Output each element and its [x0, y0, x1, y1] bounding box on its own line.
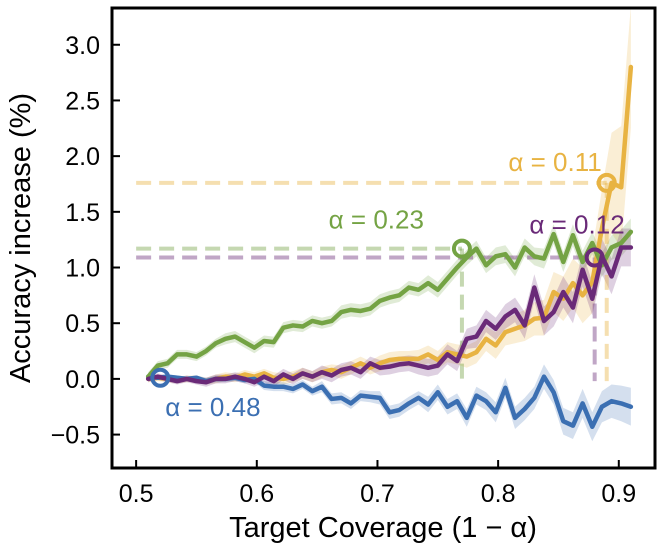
y-tick-label: 3.0 — [65, 32, 100, 60]
band-series-2 — [148, 364, 631, 442]
marker-circle-3 — [584, 247, 605, 268]
y-tick-label: 2.5 — [65, 87, 100, 115]
x-tick-label: 0.8 — [481, 480, 516, 508]
y-tick-label: 1.0 — [65, 255, 100, 283]
y-tick-label: 1.5 — [65, 199, 100, 227]
band-series-1 — [148, 5, 631, 385]
marker-label-4: α = 0.11 — [508, 147, 601, 177]
x-tick-label: 0.6 — [239, 480, 274, 508]
x-tick-label: 0.5 — [119, 480, 154, 508]
y-axis-ticks: −0.5 0.0 0.5 1.0 1.5 2.0 2.5 3.0 — [51, 32, 120, 450]
y-tick-label: 0.5 — [65, 310, 100, 338]
x-tick-label: 0.9 — [601, 480, 636, 508]
marker-label-3: α = 0.12 — [529, 209, 624, 239]
series-lines — [145, 64, 634, 430]
x-tick-label: 0.7 — [360, 480, 395, 508]
line-series-3 — [145, 229, 634, 379]
coverage-markers — [150, 172, 617, 388]
marker-circle-1 — [150, 367, 171, 388]
y-tick-label: −0.5 — [51, 422, 100, 450]
marker-circle-4 — [596, 172, 617, 193]
marker-circle-2 — [451, 238, 472, 259]
marker-labels: α = 0.48 α = 0.23 α = 0.12 α = 0.11 — [165, 147, 624, 422]
marker-label-1: α = 0.48 — [165, 392, 260, 422]
plot-frame — [110, 6, 657, 470]
line-series-4 — [145, 245, 634, 385]
x-axis-ticks: 0.5 0.6 0.7 0.8 0.9 — [119, 460, 636, 508]
y-axis-title: Accuracy increase (%) — [5, 93, 37, 383]
x-axis-title: Target Coverage (1 − α) — [229, 512, 537, 544]
marker-label-2: α = 0.23 — [329, 205, 424, 235]
y-tick-label: 0.0 — [65, 366, 100, 394]
y-tick-label: 2.0 — [65, 143, 100, 171]
